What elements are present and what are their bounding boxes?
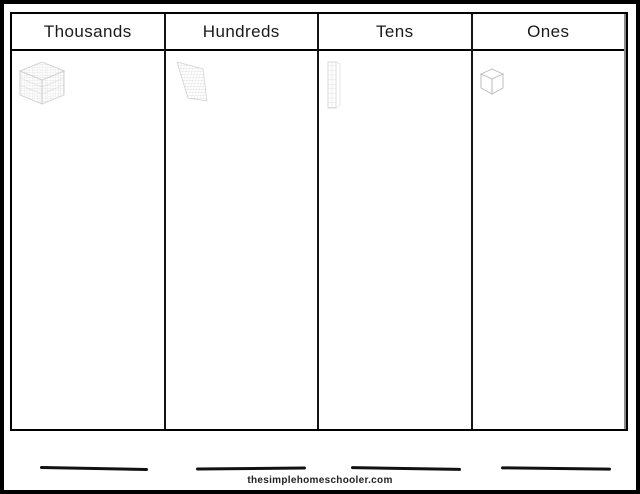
column-thousands: Thousands [12, 14, 166, 429]
column-header-tens: Tens [319, 14, 471, 51]
hundreds-flat-icon [176, 62, 207, 102]
place-value-chart: Thousands Hundreds [10, 12, 628, 431]
thousands-block-icon [19, 62, 65, 105]
column-workspace-thousands[interactable] [12, 51, 164, 429]
website-credit: thesimplehomeschooler.com [247, 475, 393, 486]
column-label-ones: Ones [527, 21, 570, 41]
answer-blank-line[interactable] [350, 466, 462, 471]
column-header-ones: Ones [472, 14, 624, 51]
answer-blank-line[interactable] [500, 466, 612, 471]
column-hundreds: Hundreds [165, 14, 319, 429]
column-ones: Ones [472, 14, 626, 429]
column-workspace-hundreds[interactable] [166, 51, 318, 429]
answer-blank-line[interactable] [39, 465, 149, 472]
tens-rod-icon [327, 61, 341, 109]
column-workspace-tens[interactable] [319, 51, 471, 429]
column-label-thousands: Thousands [43, 21, 132, 41]
column-header-hundreds: Hundreds [165, 14, 317, 51]
column-header-thousands: Thousands [12, 14, 164, 51]
column-tens: Tens [319, 14, 473, 429]
answer-blank-line[interactable] [195, 466, 307, 471]
column-label-tens: Tens [375, 21, 414, 41]
ones-cube-icon [479, 68, 504, 95]
column-label-hundreds: Hundreds [202, 21, 280, 41]
column-workspace-ones[interactable] [473, 51, 625, 429]
